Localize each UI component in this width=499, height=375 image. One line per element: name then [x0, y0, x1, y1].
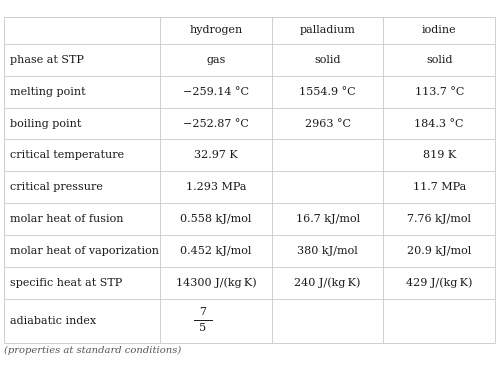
Text: 113.7 °C: 113.7 °C — [415, 87, 464, 97]
Text: 11.7 MPa: 11.7 MPa — [413, 182, 466, 192]
Text: specific heat at STP: specific heat at STP — [10, 278, 122, 288]
Text: 16.7 kJ/mol: 16.7 kJ/mol — [295, 214, 360, 224]
Text: critical pressure: critical pressure — [10, 182, 103, 192]
Text: 1554.9 °C: 1554.9 °C — [299, 87, 356, 97]
Text: 0.452 kJ/mol: 0.452 kJ/mol — [180, 246, 251, 256]
Text: molar heat of vaporization: molar heat of vaporization — [10, 246, 159, 256]
Text: iodine: iodine — [422, 26, 457, 36]
Text: 20.9 kJ/mol: 20.9 kJ/mol — [407, 246, 472, 256]
Text: 14300 J/(kg K): 14300 J/(kg K) — [176, 278, 256, 288]
Text: molar heat of fusion: molar heat of fusion — [10, 214, 123, 224]
Text: 32.97 K: 32.97 K — [194, 150, 238, 160]
Text: adiabatic index: adiabatic index — [10, 316, 96, 326]
Text: solid: solid — [426, 55, 453, 65]
Text: 429 J/(kg K): 429 J/(kg K) — [406, 278, 473, 288]
Text: 184.3 °C: 184.3 °C — [415, 118, 464, 129]
Text: solid: solid — [314, 55, 341, 65]
Text: melting point: melting point — [10, 87, 86, 97]
Text: 0.558 kJ/mol: 0.558 kJ/mol — [180, 214, 251, 224]
Text: (properties at standard conditions): (properties at standard conditions) — [4, 346, 181, 355]
Text: 380 kJ/mol: 380 kJ/mol — [297, 246, 358, 256]
Text: 240 J/(kg K): 240 J/(kg K) — [294, 278, 361, 288]
Text: 7: 7 — [199, 307, 206, 317]
Text: hydrogen: hydrogen — [190, 26, 243, 36]
Text: gas: gas — [206, 55, 226, 65]
Text: phase at STP: phase at STP — [10, 55, 84, 65]
Text: critical temperature: critical temperature — [10, 150, 124, 160]
Text: 819 K: 819 K — [423, 150, 456, 160]
Text: −252.87 °C: −252.87 °C — [183, 118, 249, 129]
Text: 2963 °C: 2963 °C — [304, 118, 351, 129]
Text: −259.14 °C: −259.14 °C — [183, 87, 249, 97]
Text: 5: 5 — [199, 323, 206, 333]
Text: palladium: palladium — [300, 26, 356, 36]
Text: boiling point: boiling point — [10, 118, 81, 129]
Text: 1.293 MPa: 1.293 MPa — [186, 182, 247, 192]
Text: 7.76 kJ/mol: 7.76 kJ/mol — [407, 214, 471, 224]
